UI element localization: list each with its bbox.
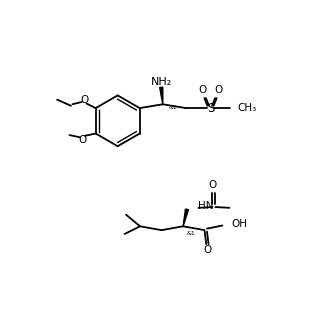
Text: O: O	[204, 245, 212, 255]
Text: O: O	[208, 180, 217, 190]
Polygon shape	[160, 87, 163, 104]
Text: NH₂: NH₂	[151, 77, 172, 87]
Text: O: O	[214, 85, 222, 95]
Polygon shape	[183, 209, 189, 226]
Text: HN: HN	[198, 201, 213, 211]
Text: CH₃: CH₃	[237, 103, 257, 113]
Text: O: O	[80, 95, 88, 105]
Text: O: O	[199, 85, 207, 95]
Text: OH: OH	[232, 219, 248, 229]
Text: &1: &1	[168, 105, 177, 110]
Text: O: O	[78, 135, 87, 145]
Text: S: S	[207, 102, 214, 115]
Text: &1: &1	[187, 231, 196, 236]
